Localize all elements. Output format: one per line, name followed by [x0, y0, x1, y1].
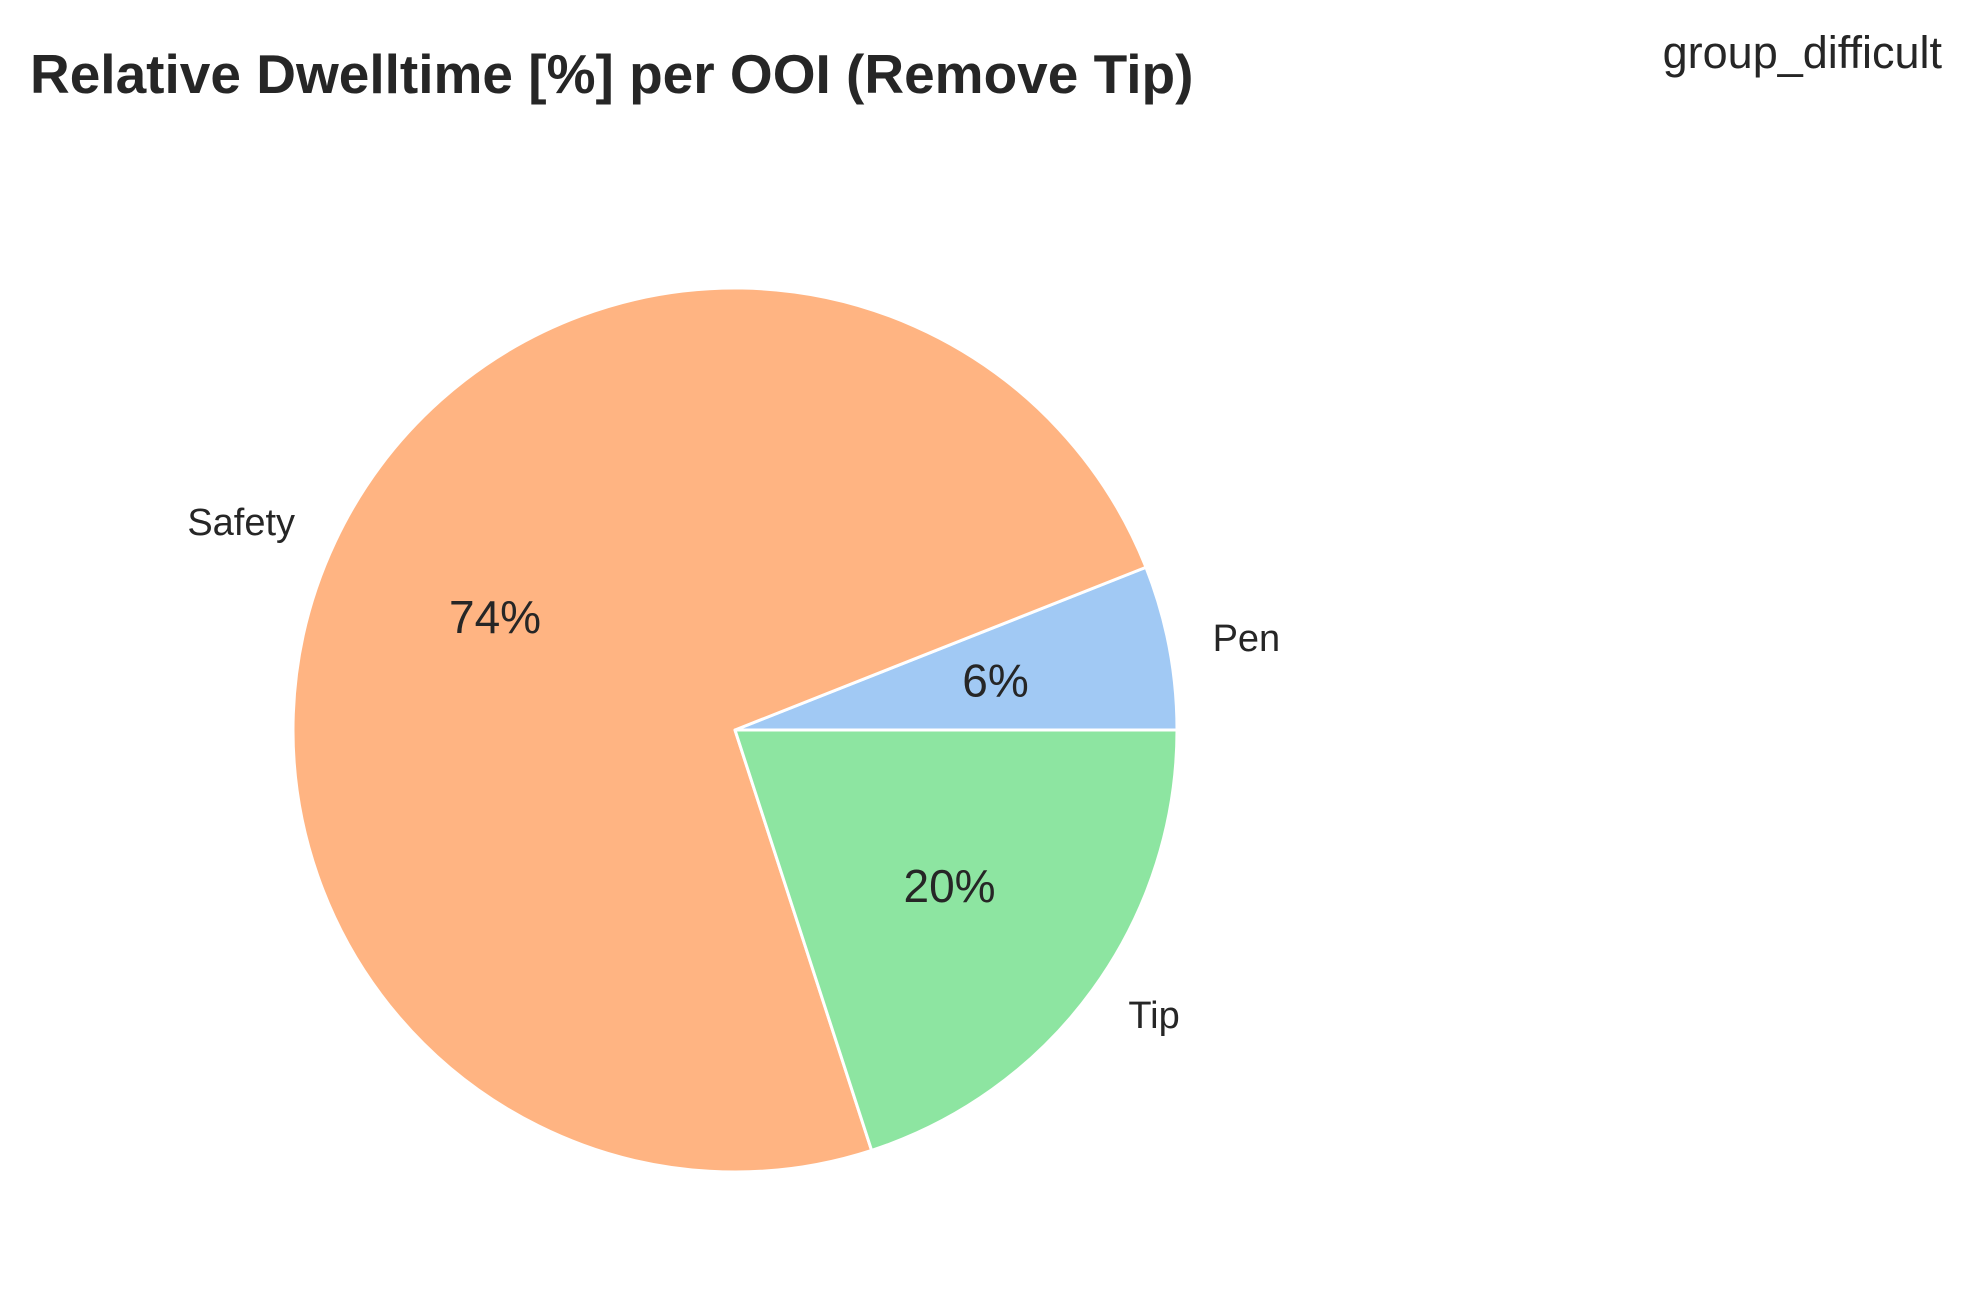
- pie-slice-safety: [291, 286, 1148, 1174]
- percent-label-pen: 6%: [962, 654, 1028, 706]
- pie-slice-pen: [733, 565, 1179, 732]
- group-label: group_difficult: [1663, 27, 1943, 78]
- chart-title: Relative Dwelltime [%] per OOI (Remove T…: [30, 43, 1193, 105]
- category-label-tip: Tip: [1128, 995, 1179, 1037]
- category-label-safety: Safety: [187, 502, 295, 544]
- category-label-pen: Pen: [1213, 618, 1281, 660]
- percent-label-tip: 20%: [904, 860, 996, 912]
- pie-slices: [291, 286, 1179, 1174]
- pie-slice-tip: [733, 728, 1179, 1152]
- pie-labels: Pen 6% Safety 74% Tip 20%: [187, 502, 1280, 1037]
- percent-label-safety: 74%: [449, 591, 541, 643]
